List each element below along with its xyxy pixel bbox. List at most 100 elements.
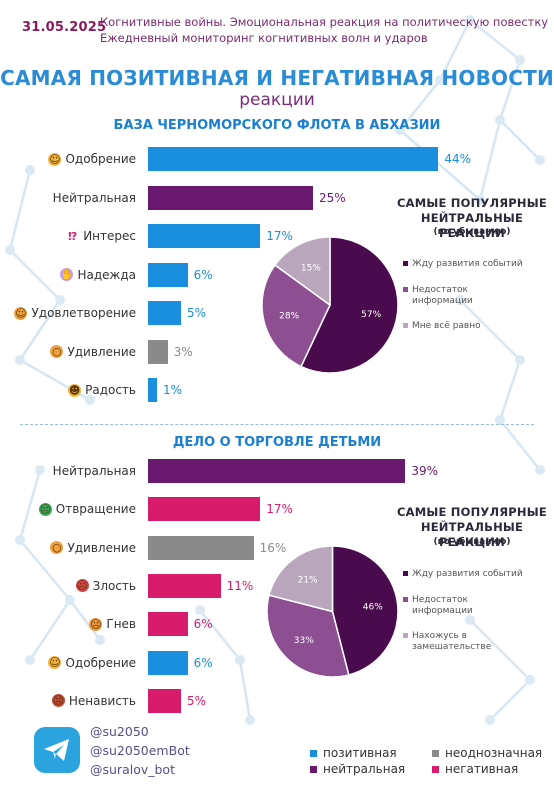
pie-slice-label: 21% xyxy=(298,575,318,585)
bar-label: ☺ Удовлетворение xyxy=(0,301,136,325)
pie-legend-text: замешательстве xyxy=(412,642,492,652)
bar-value-label: 39% xyxy=(411,464,439,478)
pie-slice-label: 33% xyxy=(294,636,314,646)
bar-label: ☹ Ненависть xyxy=(0,689,136,713)
bar-label: ☻ Радость xyxy=(0,378,136,402)
praying-hands-icon: ✋ xyxy=(60,268,74,281)
bar-category: Одобрение xyxy=(65,152,136,166)
pie-legend-text: Жду развития событий xyxy=(412,259,523,269)
section-1-title: БАЗА ЧЕРНОМОРСКОГО ФЛОТА В АБХАЗИИ xyxy=(113,118,441,133)
pie-legend-text: Мне всё равно xyxy=(412,321,481,331)
pie-slice xyxy=(300,236,399,374)
pie-slice-label: 28% xyxy=(279,311,299,321)
bar xyxy=(148,573,221,598)
bar-category: Отвращение xyxy=(55,502,136,517)
bar-label: ☹ Гнев xyxy=(0,612,136,636)
legend-swatch xyxy=(403,597,408,602)
pie-2-title: САМЫЕ ПОПУЛЯРНЫЕ НЕЙТРАЛЬНЫЕ РЕАКЦИИ xyxy=(392,505,552,550)
bar xyxy=(148,688,181,713)
telegram-icon[interactable] xyxy=(34,727,80,773)
bar xyxy=(148,459,406,483)
pie-slice-label: 46% xyxy=(363,602,383,612)
handle-suralov-bot[interactable]: @suralov_bot xyxy=(90,762,175,777)
bar-category: Нейтральная xyxy=(52,190,136,205)
bar-value-label: 6% xyxy=(193,267,213,282)
pie-legend-text: Недостаток xyxy=(412,595,468,605)
bar-value-label: 3% xyxy=(173,344,193,359)
bar-category: Удивление xyxy=(67,540,136,555)
hate-emoji-icon: ☹ xyxy=(51,694,65,708)
handle-su2050[interactable]: @su2050 xyxy=(90,724,149,739)
header-line-1: Когнитивные войны. Эмоциональная реакция… xyxy=(100,15,549,29)
bar-category: Ненависть xyxy=(68,693,136,708)
rage-emoji-icon: ☹ xyxy=(89,617,103,631)
report-date: 31.05.2025 xyxy=(22,20,107,35)
page-subtitle: реакции xyxy=(239,90,315,110)
legend-swatch xyxy=(432,750,439,757)
bar-label: ✋ Надежда xyxy=(0,263,136,287)
legend-item-negative: негативная xyxy=(432,762,518,776)
header-line-2: Ежедневный мониторинг когнитивных волн и… xyxy=(100,31,428,45)
bar-value-label: 25% xyxy=(319,190,346,205)
pie-legend-text: информации xyxy=(412,606,473,616)
bar-value-label: 6% xyxy=(193,655,213,670)
smile-emoji-icon: ☺ xyxy=(48,152,62,166)
pie-legend-item: Мне всё равно xyxy=(403,321,481,332)
bar-value-label: 44% xyxy=(444,152,472,166)
bar-value-label: 16% xyxy=(259,540,287,555)
bar-category: Удивление xyxy=(67,344,136,359)
legend-swatch xyxy=(310,766,317,773)
pie-slice xyxy=(331,545,399,676)
pie-legend-item: Жду развития событий xyxy=(403,569,523,580)
pie-1-subtitle: (по убыванию) xyxy=(433,227,511,237)
bar-value-label: 11% xyxy=(226,578,254,593)
section-2-title: ДЕЛО О ТОРГОВЛЕ ДЕТЬМИ xyxy=(172,435,382,450)
legend-label: нейтральная xyxy=(323,762,406,776)
bar-label: ○ Удивление xyxy=(0,340,136,364)
pie-legend-item: Жду развития событий xyxy=(403,259,523,270)
smile-emoji-icon: ☺ xyxy=(48,656,62,669)
pie-slice xyxy=(273,236,331,307)
bar-category: Одобрение xyxy=(65,655,136,670)
pie-legend-text: Нахожусь в xyxy=(412,631,467,641)
page-title: САМАЯ ПОЗИТИВНАЯ И НЕГАТИВНАЯ НОВОСТИ xyxy=(0,66,554,90)
legend-item-neutral: нейтральная xyxy=(310,762,405,776)
bar xyxy=(148,339,168,364)
bar xyxy=(148,650,188,675)
legend-item-ambiguous: неоднозначная xyxy=(432,746,542,760)
legend-label: позитивная xyxy=(323,746,397,760)
bar-label: Нейтральная xyxy=(0,186,136,210)
pie-slice xyxy=(261,263,331,368)
pie-legend-text: Недостаток xyxy=(412,285,468,295)
pie-slice-label: 57% xyxy=(361,310,381,320)
pie-chart-1: 57% 28% 15% xyxy=(261,236,399,374)
legend-item-positive: позитивная xyxy=(310,746,397,760)
bar-value-label: 17% xyxy=(266,229,293,243)
pie-1-title: САМЫЕ ПОПУЛЯРНЫЕ НЕЙТРАЛЬНЫЕ РЕАКЦИИ xyxy=(392,196,552,241)
legend-swatch xyxy=(403,261,408,266)
bar-label: Нейтральная xyxy=(0,459,136,483)
bar-value-label: 5% xyxy=(187,693,207,708)
interrobang-icon: ⁉ xyxy=(68,229,78,243)
legend-swatch xyxy=(432,766,439,773)
bar-value-label: 5% xyxy=(187,306,207,320)
bar-category: Гнев xyxy=(106,617,136,632)
pie-2-title-line1: САМЫЕ ПОПУЛЯРНЫЕ xyxy=(397,505,547,519)
bar xyxy=(148,262,188,287)
bar-label: ○ Удивление xyxy=(0,536,136,560)
bar-value-label: 17% xyxy=(266,502,293,517)
legend-swatch xyxy=(403,287,408,292)
pie-2-subtitle: (по убыванию) xyxy=(433,537,511,547)
bar-category: Радость xyxy=(85,383,136,397)
bar xyxy=(148,378,157,402)
pie-2-title-line2: НЕЙТРАЛЬНЫЕ РЕАКЦИИ xyxy=(420,520,524,549)
bar-category: Интерес xyxy=(83,229,136,243)
pie-legend-text: информации xyxy=(412,296,473,306)
handle-su2050embot[interactable]: @su2050emBot xyxy=(90,743,190,758)
surprised-emoji-icon: ○ xyxy=(50,541,64,555)
bar-category: Нейтральная xyxy=(52,464,136,478)
pie-slice-label: 15% xyxy=(301,263,321,273)
bar xyxy=(148,185,313,210)
bar-category: Надежда xyxy=(77,267,136,282)
